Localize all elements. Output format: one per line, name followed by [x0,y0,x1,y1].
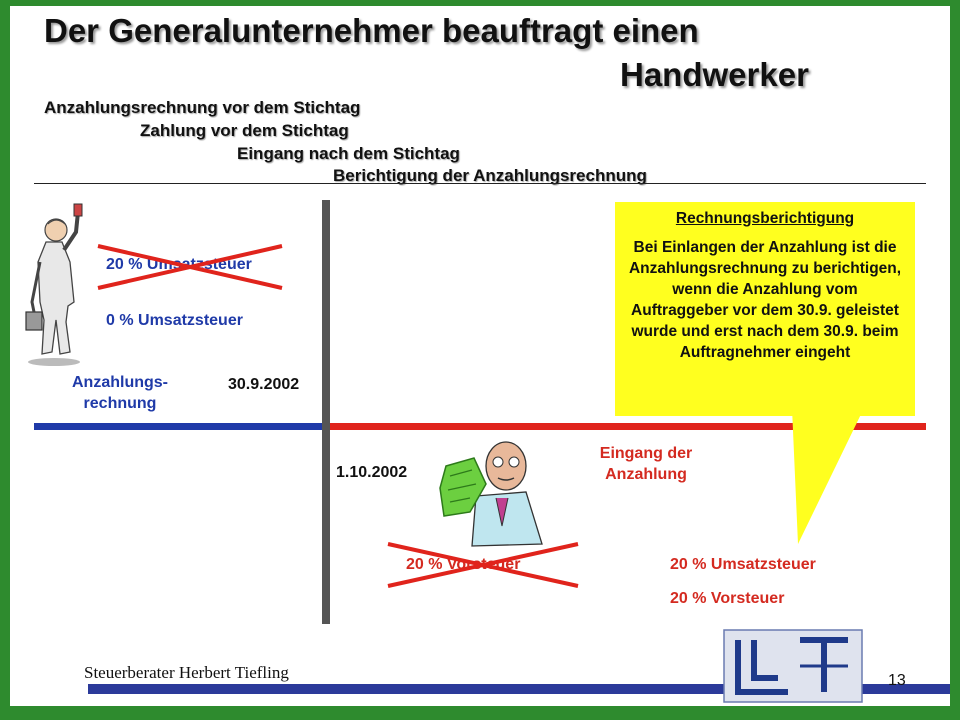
tax-0: 0 % Umsatzsteuer [106,312,243,329]
deadline-divider [322,200,330,624]
slide-title-line1: Der Generalunternehmer beauftragt einen [44,12,699,49]
date-before: 30.9.2002 [228,376,300,393]
author-name: Steuerberater Herbert Tiefling [84,663,289,682]
subtitle-3: Eingang nach dem Stichtag [237,144,460,163]
painter-figure-icon [25,203,83,366]
invoice-label: Anzahlungs- rechnung [72,374,168,412]
subtitle-1: Anzahlungsrechnung vor dem Stichtag [44,98,361,117]
date-after: 1.10.2002 [336,464,408,481]
footer-bar [88,684,950,694]
callout-box: Rechnungsberichtigung Bei Einlangen der … [615,202,915,416]
cross-out-mark [97,244,283,290]
union-hand-treu-logo-icon [723,629,863,703]
header-divider [34,183,926,184]
slide-content: Der Generalunternehmer beauftragt einen … [10,6,950,706]
slide-title-line2: Handwerker [620,56,809,93]
receipt-label: Eingang der Anzahlung [599,445,693,483]
callout-pointer [792,408,864,544]
subtitle-4: Berichtigung der Anzahlungsrechnung [333,166,647,185]
timeline-after-bar [330,423,926,430]
callout-body: Bei Einlangen der Anzahlung ist die Anza… [628,239,902,361]
subtitle-2: Zahlung vor dem Stichtag [140,121,349,140]
vat-sales: 20 % Umsatzsteuer [670,556,816,573]
callout-title: Rechnungsberichtigung [675,210,855,227]
cross-out-mark [387,542,579,588]
timeline-before-bar [34,423,330,430]
man-with-money-icon [439,441,543,547]
page-number: 13 [888,672,906,689]
vat-input: 20 % Vorsteuer [670,590,785,607]
